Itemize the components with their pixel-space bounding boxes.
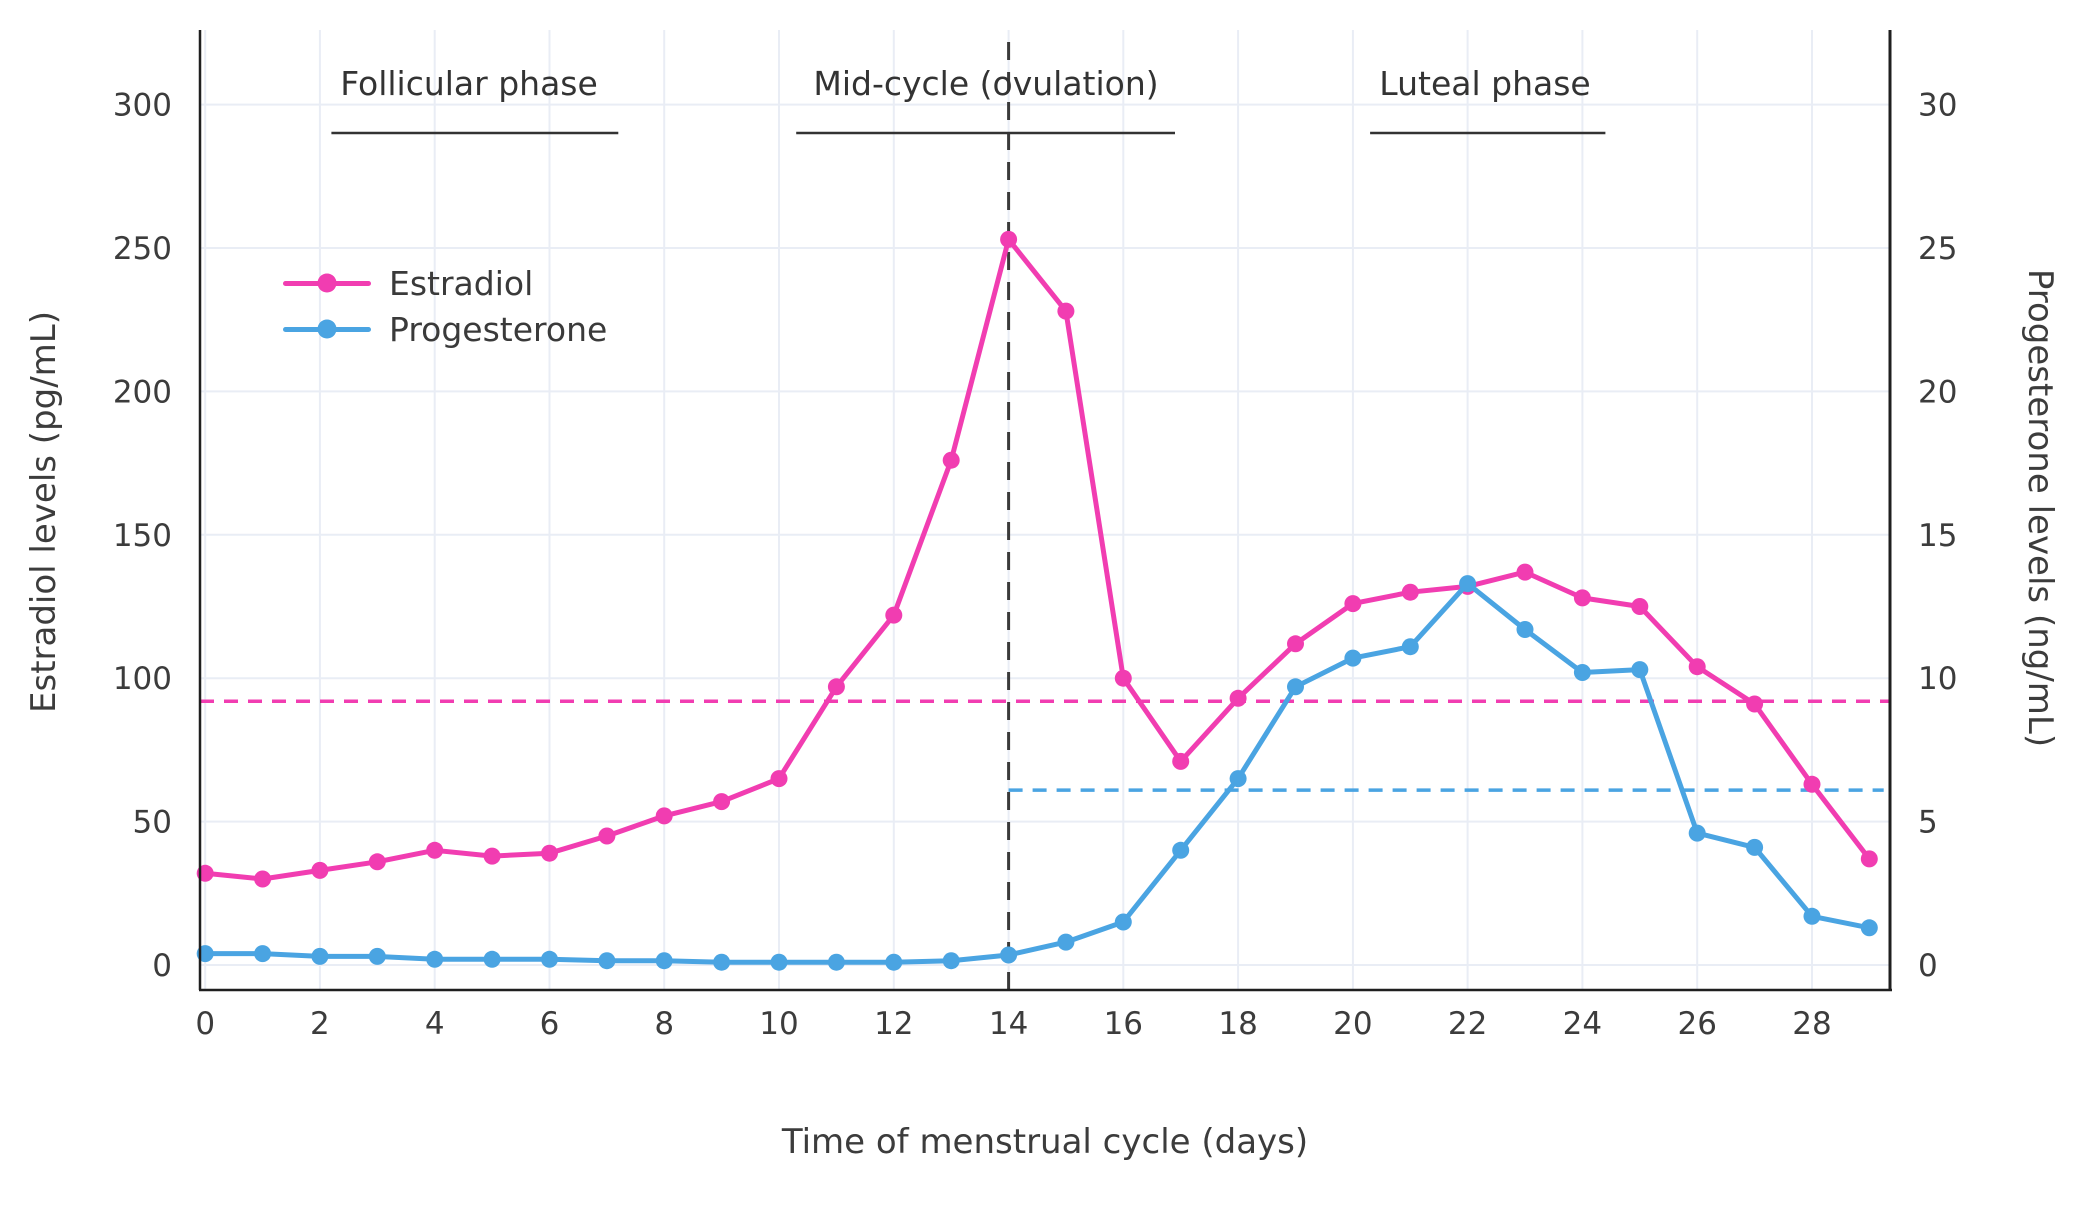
svg-text:0: 0 [152,948,172,984]
y-left-tick-labels: 0 50 100 150 200 250 300 [113,88,172,984]
gridlines [200,30,1890,990]
svg-text:300: 300 [113,88,172,124]
phase-label-midcycle: Mid-cycle (ovulation) [813,64,1159,103]
svg-text:22: 22 [1448,1006,1487,1042]
svg-text:6: 6 [540,1006,560,1042]
svg-text:100: 100 [113,661,172,697]
svg-text:24: 24 [1563,1006,1602,1042]
svg-text:5: 5 [1918,805,1938,841]
svg-text:4: 4 [425,1006,445,1042]
svg-text:0: 0 [1918,948,1938,984]
axis-spines [198,30,1892,992]
svg-text:10: 10 [759,1006,798,1042]
y-axis-title-right: Progesterone levels (ng/mL) [2020,268,2060,748]
svg-text:8: 8 [654,1006,674,1042]
phase-label-luteal: Luteal phase [1379,64,1591,103]
progesterone-legend-label: Progesterone [389,309,608,349]
svg-text:16: 16 [1104,1006,1143,1042]
progesterone-legend-swatch [283,319,371,339]
x-tick-labels: 0 2 4 6 8 10 12 14 16 18 20 22 24 26 28 [195,1006,1831,1042]
estradiol-legend-marker-icon [317,273,337,293]
phase-label-follicular: Follicular phase [340,64,598,103]
svg-text:2: 2 [310,1006,330,1042]
svg-text:20: 20 [1918,374,1957,410]
svg-text:10: 10 [1918,661,1957,697]
estradiol-legend-swatch [283,273,371,293]
progesterone-series [196,575,1878,971]
svg-text:250: 250 [113,231,172,267]
svg-text:14: 14 [989,1006,1028,1042]
estradiol-legend-label: Estradiol [389,263,534,303]
svg-text:28: 28 [1792,1006,1831,1042]
estradiol-series [196,230,1878,888]
x-axis-title: Time of menstrual cycle (days) [781,1122,1309,1162]
legend: Estradiol Progesterone [283,260,607,352]
y-right-tick-labels: 0 5 10 15 20 25 30 [1918,88,1957,984]
svg-text:20: 20 [1333,1006,1372,1042]
svg-text:30: 30 [1918,88,1957,124]
legend-item-progesterone: Progesterone [283,306,607,352]
y-axis-title-left: Estradiol levels (pg/mL) [24,310,64,714]
svg-text:200: 200 [113,374,172,410]
svg-text:50: 50 [133,805,172,841]
svg-text:26: 26 [1677,1006,1716,1042]
legend-item-estradiol: Estradiol [283,260,607,306]
svg-text:12: 12 [874,1006,913,1042]
svg-text:18: 18 [1218,1006,1257,1042]
svg-text:15: 15 [1918,518,1957,554]
svg-text:150: 150 [113,518,172,554]
svg-text:0: 0 [195,1006,215,1042]
reference-lines [200,38,1890,990]
progesterone-legend-marker-icon [317,319,337,339]
svg-text:25: 25 [1918,231,1957,267]
